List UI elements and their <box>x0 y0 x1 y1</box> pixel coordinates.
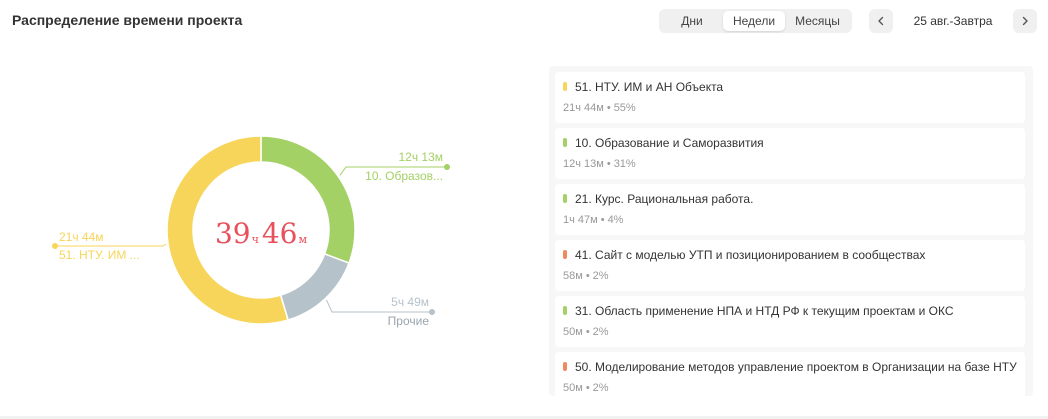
legend-item-name: 21. Курс. Рациональная работа. <box>575 192 754 206</box>
callout-dot <box>429 309 435 315</box>
callout-line <box>326 299 432 313</box>
callout-dot <box>52 243 58 249</box>
time-distribution-donut-chart: 12ч 13м 10. Образов... 5ч 49м Прочие 21ч 44м… <box>52 135 450 328</box>
legend-item-time: 21ч 44м <box>563 102 604 114</box>
legend-item[interactable]: 50. Моделирование методов управление про… <box>555 352 1025 396</box>
separator: • <box>585 382 590 394</box>
total-minutes-unit: м <box>299 233 308 246</box>
legend-item[interactable]: 21. Курс. Рациональная работа. 1ч 47м • 4% <box>555 184 1025 235</box>
callout-label: 10. Образов... <box>365 169 443 183</box>
next-period-button[interactable] <box>1013 9 1037 33</box>
legend-item-meta: 58м • 2% <box>563 270 609 282</box>
prev-period-button[interactable] <box>869 9 893 33</box>
legend-item-name: 10. Образование и Саморазвития <box>575 136 764 150</box>
legend-item[interactable]: 31. Область применение НПА и НТД РФ к те… <box>555 296 1025 347</box>
legend-color-marker <box>563 250 567 259</box>
period-days-button[interactable]: Дни <box>681 14 703 28</box>
total-minutes: 46 <box>262 217 298 250</box>
chevron-right-icon <box>1022 16 1028 26</box>
page-title: Распределение времени проекта <box>12 12 243 28</box>
legend-item-time: 50м <box>563 326 583 338</box>
legend-color-marker <box>563 82 567 91</box>
legend-panel: 51. НТУ. ИМ и АН Объекта 21ч 44м • 55% 10.… <box>549 66 1033 396</box>
legend-item-percent: 55% <box>613 102 636 114</box>
legend-item-meta: 50м • 2% <box>563 326 609 338</box>
legend-item-time: 12ч 13м <box>563 158 604 170</box>
separator: • <box>585 270 590 282</box>
date-range-label: 25 авг.-Завтра <box>913 14 993 28</box>
legend-item-percent: 2% <box>592 326 609 338</box>
callout-value: 21ч 44м <box>59 230 104 244</box>
legend-item-name: 51. НТУ. ИМ и АН Объекта <box>575 80 724 94</box>
donut-slice[interactable] <box>166 135 290 325</box>
legend-item-percent: 4% <box>607 214 624 226</box>
chevron-left-icon <box>878 16 884 26</box>
legend-item-meta: 12ч 13м • 31% <box>563 158 636 170</box>
legend-item[interactable]: 41. Сайт с моделью УТП и позиционировани… <box>555 240 1025 291</box>
legend-item-name: 50. Моделирование методов управление про… <box>575 360 1017 374</box>
separator: • <box>606 158 611 170</box>
legend-item-percent: 2% <box>592 270 609 282</box>
total-hours-unit: ч <box>252 233 259 246</box>
callout-dot <box>444 164 450 170</box>
callout-line <box>55 243 167 247</box>
legend-item-time: 50м <box>563 382 583 394</box>
separator: • <box>585 326 590 338</box>
total-hours: 39 <box>215 217 251 250</box>
legend-item-name: 41. Сайт с моделью УТП и позиционировани… <box>575 248 926 262</box>
callout-value: 12ч 13м <box>398 150 443 164</box>
separator: • <box>600 214 605 226</box>
legend-item-meta: 21ч 44м • 55% <box>563 102 636 114</box>
legend-item-percent: 31% <box>613 158 636 170</box>
separator: • <box>606 102 611 114</box>
legend-color-marker <box>563 194 567 203</box>
legend-color-marker <box>563 306 567 315</box>
callout-label: Прочие <box>388 314 430 328</box>
callout-label: 51. НТУ. ИМ ... <box>59 248 140 262</box>
callout-value: 5ч 49м <box>391 295 429 309</box>
legend-item-name: 31. Область применение НПА и НТД РФ к те… <box>575 304 954 318</box>
period-weeks-button[interactable]: Недели <box>723 11 785 31</box>
legend-color-marker <box>563 362 567 371</box>
callout-line <box>339 166 447 176</box>
total-time-label: 39ч 46м <box>215 217 308 250</box>
bottom-divider <box>0 416 1048 419</box>
legend-item-time: 1ч 47м <box>563 214 598 226</box>
legend-item-time: 58м <box>563 270 583 282</box>
legend-item[interactable]: 51. НТУ. ИМ и АН Объекта 21ч 44м • 55% <box>555 72 1025 123</box>
legend-item-percent: 2% <box>592 382 609 394</box>
legend-item[interactable]: 10. Образование и Саморазвития 12ч 13м • 3… <box>555 128 1025 179</box>
period-months-button[interactable]: Месяцы <box>795 14 840 28</box>
legend-color-marker <box>563 138 567 147</box>
legend-item-meta: 1ч 47м • 4% <box>563 214 623 226</box>
period-switcher: Дни Недели Месяцы <box>659 9 852 33</box>
legend-item-meta: 50м • 2% <box>563 382 609 394</box>
donut-slice[interactable] <box>279 252 350 321</box>
